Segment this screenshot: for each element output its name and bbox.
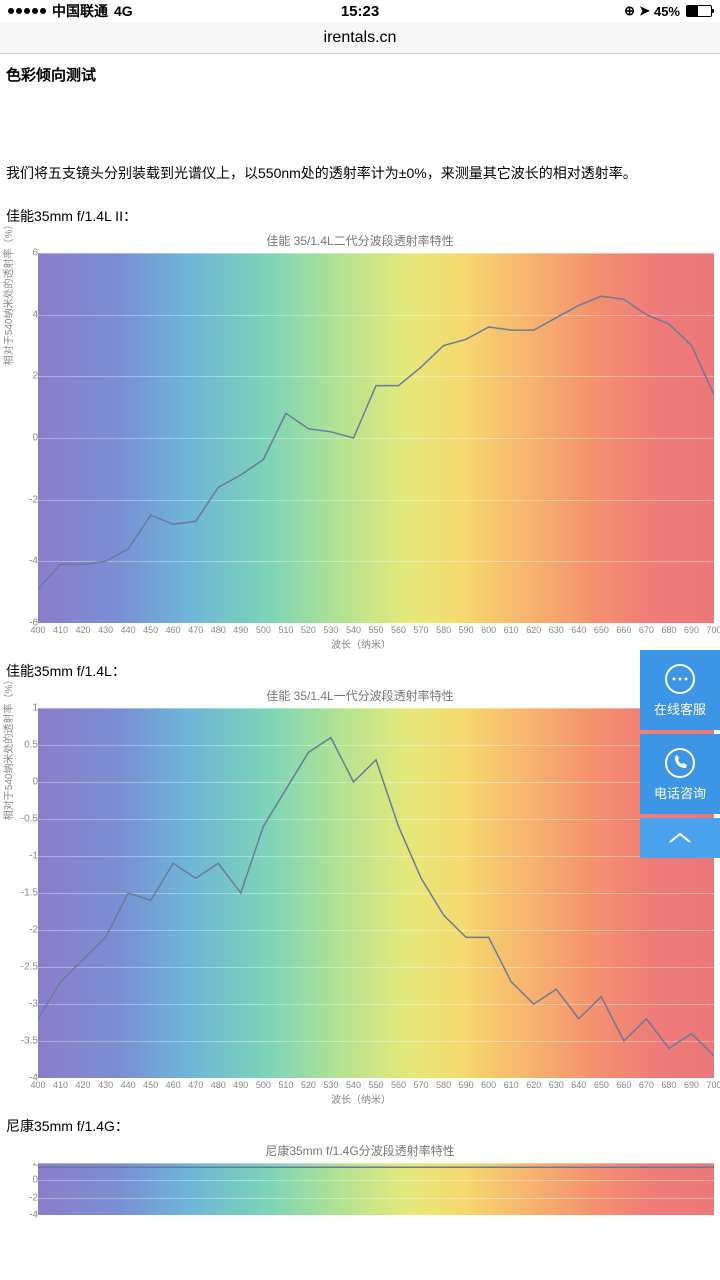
- chart-1-title: 佳能 35/1.4L二代分波段透射率特性: [6, 232, 714, 249]
- chart-2-wrap: 佳能 35/1.4L一代分波段透射率特性 相对于540纳米处的透射率（%）-4-…: [6, 687, 714, 1106]
- status-left: 中国联通 4G: [8, 1, 133, 21]
- lens-label-1: 佳能35mm f/1.4L II：: [6, 206, 714, 226]
- phone-button[interactable]: 电话咨询: [640, 734, 720, 814]
- page-content: 色彩倾向测试 我们将五支镜头分别装载到光谱仪上，以550nm处的透射率计为±0%…: [0, 54, 720, 1243]
- lens-label-3: 尼康35mm f/1.4G：: [6, 1116, 714, 1136]
- intro-text: 我们将五支镜头分别装载到光谱仪上，以550nm处的透射率计为±0%，来测量其它波…: [6, 163, 714, 184]
- phone-icon: [664, 747, 696, 779]
- chart-2-title: 佳能 35/1.4L一代分波段透射率特性: [6, 687, 714, 704]
- status-bar: 中国联通 4G 15:23 ⊕ ➤ 45%: [0, 0, 720, 22]
- chart-3-wrap: 尼康35mm f/1.4G分波段透射率特性 相对于540纳米处的透射率（%）-4…: [6, 1142, 714, 1243]
- chat-icon: [664, 663, 696, 695]
- url-text: irentals.cn: [324, 29, 397, 47]
- float-buttons: 在线客服 电话咨询: [640, 650, 720, 862]
- signal-dots-icon: [8, 8, 46, 14]
- chart-3-title: 尼康35mm f/1.4G分波段透射率特性: [6, 1142, 714, 1159]
- chart-1-wrap: 佳能 35/1.4L二代分波段透射率特性 相对于540纳米处的透射率（%）-6-…: [6, 232, 714, 651]
- page-title: 色彩倾向测试: [6, 64, 714, 85]
- lens-label-2: 佳能35mm f/1.4L：: [6, 661, 714, 681]
- chat-label: 在线客服: [654, 699, 706, 718]
- chat-button[interactable]: 在线客服: [640, 650, 720, 730]
- location-icon: ➤: [639, 3, 650, 19]
- battery-icon: [686, 5, 712, 17]
- chart-3: 相对于540纳米处的透射率（%）-4-202: [8, 1163, 714, 1243]
- lock-icon: ⊕: [624, 3, 635, 19]
- scroll-top-button[interactable]: [640, 818, 720, 858]
- clock: 15:23: [341, 3, 379, 20]
- status-right: ⊕ ➤ 45%: [624, 3, 712, 19]
- chart-1: 相对于540纳米处的透射率（%）-6-4-2024640041042043044…: [8, 253, 714, 651]
- chart-2: 相对于540纳米处的透射率（%）-4-3.5-3-2.5-2-1.5-1-0.5…: [8, 708, 714, 1106]
- url-bar[interactable]: irentals.cn: [0, 22, 720, 54]
- network-label: 4G: [114, 3, 133, 19]
- carrier-label: 中国联通: [52, 1, 108, 21]
- chevron-up-icon: [664, 822, 696, 854]
- battery-percent: 45%: [654, 4, 680, 19]
- phone-label: 电话咨询: [654, 783, 706, 802]
